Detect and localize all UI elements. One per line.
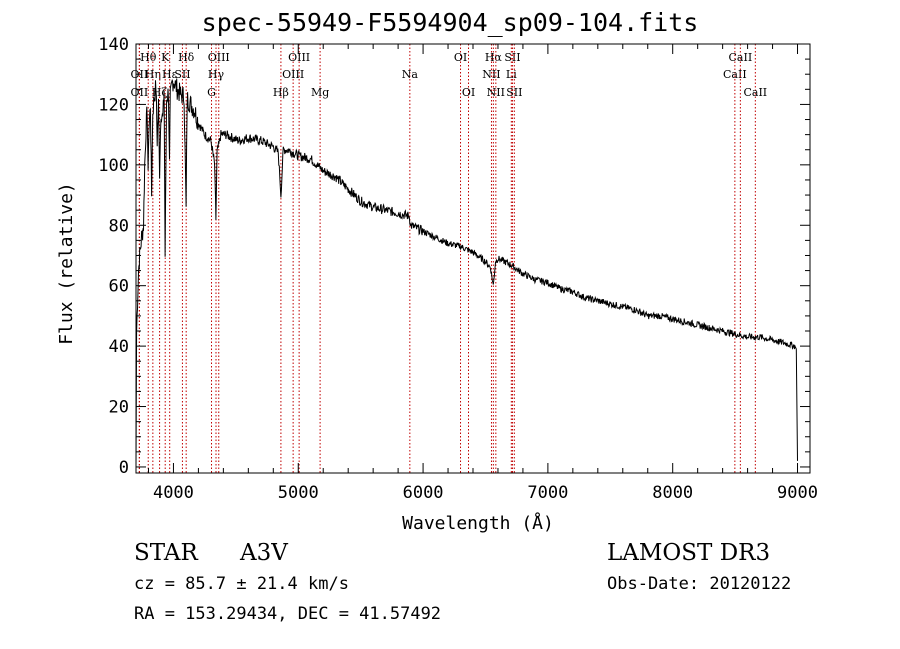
x-tick-label: 5000 [278,483,319,503]
chart-title: spec-55949-F5594904_sp09-104.fits [201,8,699,37]
object-subclass: A3V [240,540,288,566]
line-marker-label: CaII [743,86,767,99]
x-tick-label: 4000 [153,483,194,503]
line-marker-label: Mg [311,86,329,99]
x-tick-label: 6000 [403,483,444,503]
line-marker-label: Na [402,68,419,81]
line-marker-label: SII [504,51,520,64]
survey-label: LAMOST DR3 [607,540,771,566]
line-marker-label: Hη [145,68,161,81]
line-marker-label: Li [506,68,517,81]
y-tick-label: 40 [109,337,129,357]
plot-frame [135,43,811,474]
line-marker-label: Hβ [273,86,289,99]
line-marker-label: NII [487,86,505,99]
y-tick-label: 0 [119,458,129,478]
y-tick-label: 120 [98,95,129,115]
line-marker-label: SII [174,68,190,81]
redshift-label: cz = 85.7 ± 21.4 km/s [134,574,349,594]
line-marker-label: K [161,51,170,64]
y-tick-label: 140 [98,35,129,55]
line-marker-label: Hγ [208,68,225,81]
line-marker-label: CaII [723,68,747,81]
y-tick-label: 80 [109,216,129,236]
y-tick-label: 100 [98,156,129,176]
line-marker-label: Hα [485,51,503,64]
line-marker-label: Hθ [140,51,157,64]
line-marker-label: NII [482,68,500,81]
obs-date-label: Obs-Date: 20120122 [607,574,792,594]
x-tick-label: 9000 [777,483,818,503]
line-marker-label: SII [506,86,522,99]
line-marker-label: Hε [162,68,178,81]
line-marker-label: OII [131,86,149,99]
line-marker-label: OIII [208,51,230,64]
x-tick-label: 8000 [652,483,693,503]
x-tick-label: 7000 [527,483,568,503]
line-marker-label: OI [454,51,467,64]
line-marker-label: CaII [729,51,753,64]
object-class: STAR [134,540,198,566]
line-marker-label: OIII [288,51,310,64]
line-marker-label: Hδ [178,51,195,64]
x-axis-label: Wavelength (Å) [402,512,554,534]
y-tick-label: 20 [109,398,129,418]
coordinates-label: RA = 153.29434, DEC = 41.57492 [134,604,442,624]
spectrum-line [135,78,798,468]
line-marker-label: OIII [282,68,304,81]
line-marker-label: G [207,86,216,99]
line-marker-label: OI [462,86,475,99]
y-axis-label: Flux (relative) [56,182,77,345]
y-tick-label: 60 [109,277,129,297]
